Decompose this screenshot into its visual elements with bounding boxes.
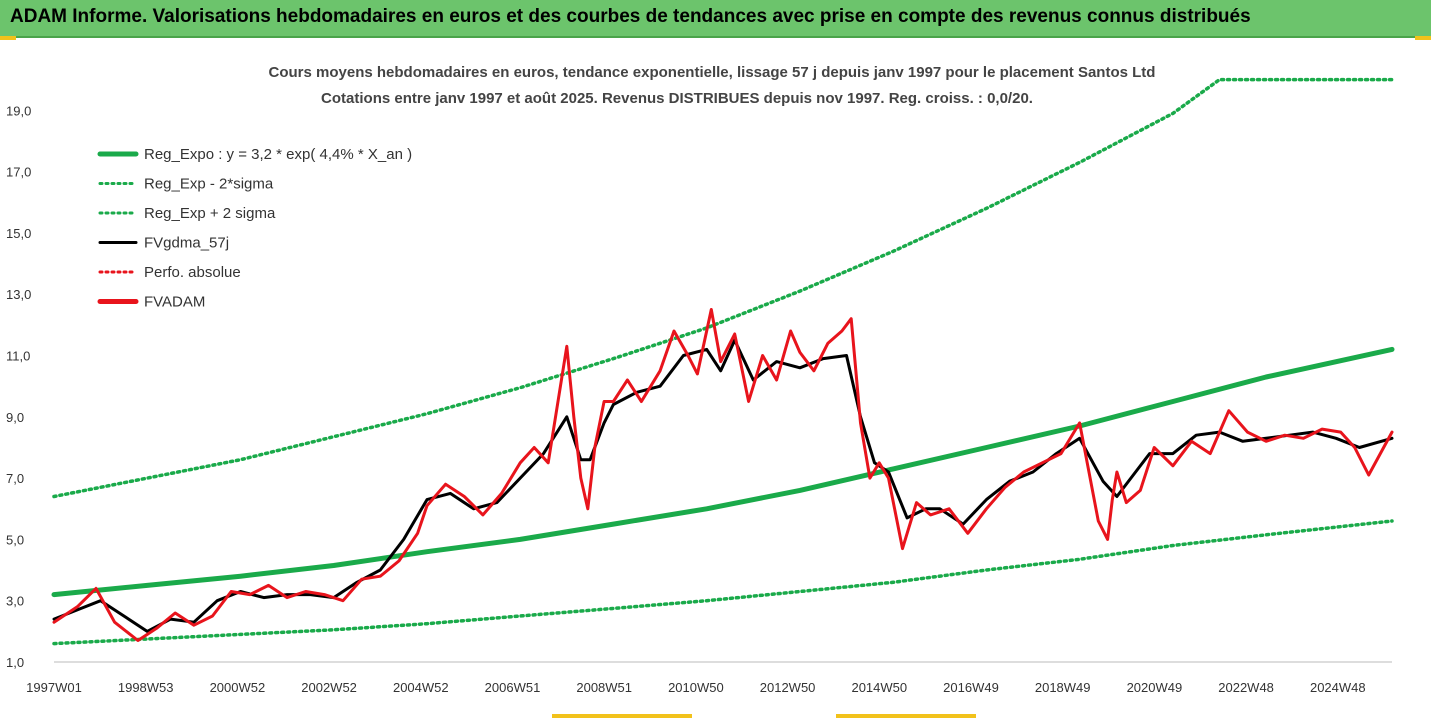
legend-label: FVgdma_57j xyxy=(144,235,229,252)
corner-accent-bottom-left xyxy=(552,714,692,718)
x-tick-label: 2004W52 xyxy=(393,680,449,695)
y-tick-label: 17,0 xyxy=(6,165,31,180)
legend-label: Perfo. absolue xyxy=(144,264,241,281)
reg-minus-2sigma-line xyxy=(52,519,1394,646)
x-tick-label: 2014W50 xyxy=(851,680,907,695)
x-tick-label: 2006W51 xyxy=(485,680,541,695)
legend-label: Reg_Exp + 2 sigma xyxy=(144,205,276,222)
x-tick-label: 2008W51 xyxy=(576,680,632,695)
chart-title: Cours moyens hebdomadaires en euros, ten… xyxy=(269,64,1156,81)
fvadam-line xyxy=(52,308,1394,642)
x-tick-label: 2010W50 xyxy=(668,680,724,695)
banner-title: ADAM Informe. Valorisations hebdomadaire… xyxy=(10,6,1251,27)
legend-label: Reg_Expo : y = 3,2 * exp( 4,4% * X_an ) xyxy=(144,146,412,163)
x-tick-label: 2024W48 xyxy=(1310,680,1366,695)
x-tick-label: 2012W50 xyxy=(760,680,816,695)
corner-accent-top-right xyxy=(1415,36,1431,40)
x-tick-label: 2002W52 xyxy=(301,680,357,695)
x-tick-label: 2020W49 xyxy=(1127,680,1183,695)
y-tick-label: 1,0 xyxy=(6,655,24,670)
y-tick-label: 15,0 xyxy=(6,226,31,241)
y-tick-label: 13,0 xyxy=(6,287,31,302)
reg-plus-2sigma-line xyxy=(52,77,1394,499)
y-tick-label: 19,0 xyxy=(6,103,31,118)
series-group xyxy=(51,77,1395,646)
fvgdma-57j-line xyxy=(52,338,1394,633)
x-tick-label: 1997W01 xyxy=(26,680,82,695)
x-tick-label: 2018W49 xyxy=(1035,680,1091,695)
corner-accent-bottom-right xyxy=(836,714,976,718)
x-tick-label: 1998W53 xyxy=(118,680,174,695)
report-banner: ADAM Informe. Valorisations hebdomadaire… xyxy=(0,0,1431,38)
y-tick-label: 5,0 xyxy=(6,532,24,547)
y-tick-label: 7,0 xyxy=(6,471,24,486)
axes: 1,0 3,0 5,0 7,0 9,0 11,0 13,0 15,0 17,0 19,0 1997W… xyxy=(6,103,1392,695)
chart-subtitle: Cotations entre janv 1997 et août 2025. … xyxy=(321,90,1033,107)
y-tick-label: 3,0 xyxy=(6,594,24,609)
legend: Reg_Expo : y = 3,2 * exp( 4,4% * X_an ) R… xyxy=(97,146,412,311)
x-tick-label: 2016W49 xyxy=(943,680,999,695)
reg-expo-line xyxy=(51,346,1395,598)
y-tick-label: 11,0 xyxy=(6,349,30,364)
corner-accent-top-left xyxy=(0,36,16,40)
legend-label: FVADAM xyxy=(144,294,205,311)
y-tick-label: 9,0 xyxy=(6,410,24,425)
x-tick-label: 2000W52 xyxy=(210,680,266,695)
x-tick-label: 2022W48 xyxy=(1218,680,1274,695)
legend-label: Reg_Exp - 2*sigma xyxy=(144,176,274,193)
